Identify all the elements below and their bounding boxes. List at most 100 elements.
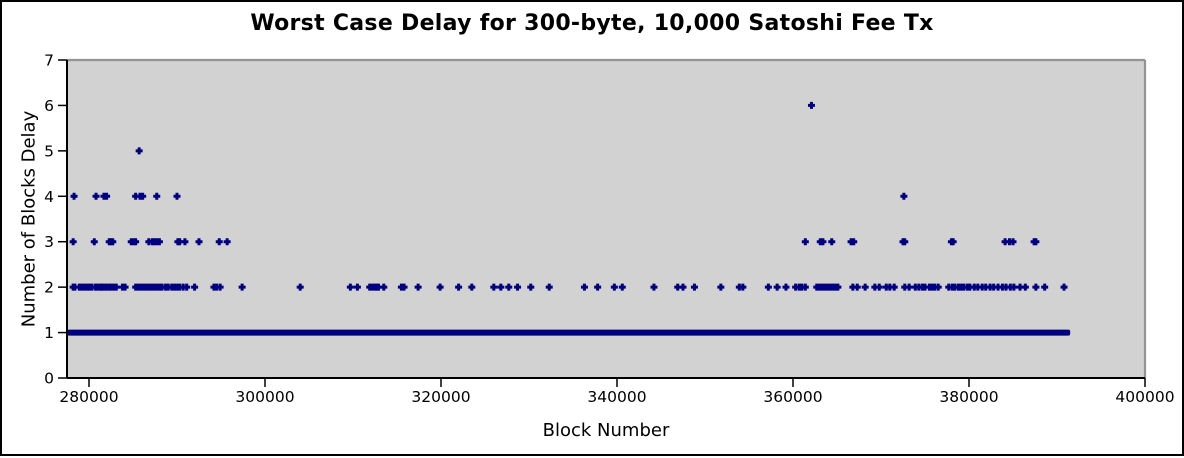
- data-point: [1006, 283, 1014, 291]
- data-point: [931, 283, 939, 291]
- data-point: [960, 283, 968, 291]
- x-axis-label: Block Number: [542, 420, 670, 441]
- data-point: [801, 238, 809, 246]
- y-tick-label: 0: [44, 370, 54, 388]
- data-point: [915, 283, 923, 291]
- x-tick-label: 300000: [235, 388, 294, 406]
- data-point: [618, 283, 626, 291]
- data-point: [905, 283, 913, 291]
- data-point: [764, 283, 772, 291]
- data-point: [949, 238, 957, 246]
- data-point: [1021, 283, 1029, 291]
- data-point: [994, 283, 1002, 291]
- data-point: [951, 283, 959, 291]
- data-point: [497, 283, 505, 291]
- data-point: [594, 283, 602, 291]
- data-point: [849, 283, 857, 291]
- data-point: [921, 283, 929, 291]
- data-point: [468, 283, 476, 291]
- data-point: [1009, 238, 1017, 246]
- data-point: [455, 283, 463, 291]
- data-point: [1001, 238, 1009, 246]
- data-point: [945, 283, 953, 291]
- data-point: [353, 283, 361, 291]
- data-point: [1005, 238, 1013, 246]
- data-point: [717, 283, 725, 291]
- data-point: [1016, 283, 1024, 291]
- y-tick-label: 7: [44, 52, 54, 70]
- x-tick-label: 360000: [763, 388, 822, 406]
- data-point: [773, 283, 781, 291]
- data-point: [195, 238, 203, 246]
- data-point: [1032, 238, 1040, 246]
- data-point: [414, 283, 422, 291]
- data-point: [1041, 283, 1049, 291]
- data-point: [990, 283, 998, 291]
- data-point: [153, 192, 161, 200]
- data-point: [70, 192, 78, 200]
- data-point: [158, 283, 166, 291]
- data-point: [238, 283, 246, 291]
- data-point: [505, 283, 513, 291]
- data-point: [650, 283, 658, 291]
- data-point: [934, 283, 942, 291]
- data-point: [610, 283, 618, 291]
- data-point: [900, 192, 908, 200]
- data-point: [92, 192, 100, 200]
- data-point: [982, 283, 990, 291]
- data-point: [792, 283, 800, 291]
- data-point: [179, 283, 187, 291]
- data-point: [674, 283, 682, 291]
- data-point: [181, 238, 189, 246]
- data-point: [819, 238, 827, 246]
- data-point: [71, 283, 79, 291]
- delay-band-1: [67, 329, 1071, 336]
- data-point: [90, 238, 98, 246]
- data-point: [882, 283, 890, 291]
- data-point: [436, 283, 444, 291]
- data-point: [1010, 283, 1018, 291]
- data-point: [798, 283, 806, 291]
- y-tick-label: 6: [44, 97, 54, 115]
- data-point: [690, 283, 698, 291]
- chart-title: Worst Case Delay for 300-byte, 10,000 Sa…: [250, 11, 934, 36]
- data-point: [176, 238, 184, 246]
- data-point: [739, 283, 747, 291]
- data-point: [970, 283, 978, 291]
- data-point: [155, 238, 163, 246]
- data-point: [216, 283, 224, 291]
- x-tick-label: 380000: [939, 388, 998, 406]
- data-point: [850, 238, 858, 246]
- data-point: [173, 192, 181, 200]
- data-point: [132, 192, 140, 200]
- data-point: [807, 101, 815, 109]
- data-point: [527, 283, 535, 291]
- data-point: [998, 283, 1006, 291]
- data-point: [109, 238, 117, 246]
- data-point: [545, 283, 553, 291]
- data-point: [135, 147, 143, 155]
- data-point: [121, 283, 129, 291]
- data-point: [911, 283, 919, 291]
- data-point: [296, 283, 304, 291]
- data-point: [886, 283, 894, 291]
- data-point: [176, 283, 184, 291]
- data-point: [1032, 283, 1040, 291]
- data-point: [490, 283, 498, 291]
- data-point: [132, 238, 140, 246]
- data-point: [679, 283, 687, 291]
- data-point: [103, 192, 111, 200]
- data-point: [213, 283, 221, 291]
- data-point: [828, 238, 836, 246]
- data-point: [69, 238, 77, 246]
- data-point: [183, 283, 191, 291]
- data-point: [1002, 283, 1010, 291]
- data-point: [966, 283, 974, 291]
- y-tick-label: 5: [44, 142, 54, 160]
- data-point: [139, 192, 147, 200]
- data-point: [514, 283, 522, 291]
- x-tick-label: 320000: [411, 388, 470, 406]
- y-tick-label: 3: [44, 233, 54, 251]
- data-point: [978, 283, 986, 291]
